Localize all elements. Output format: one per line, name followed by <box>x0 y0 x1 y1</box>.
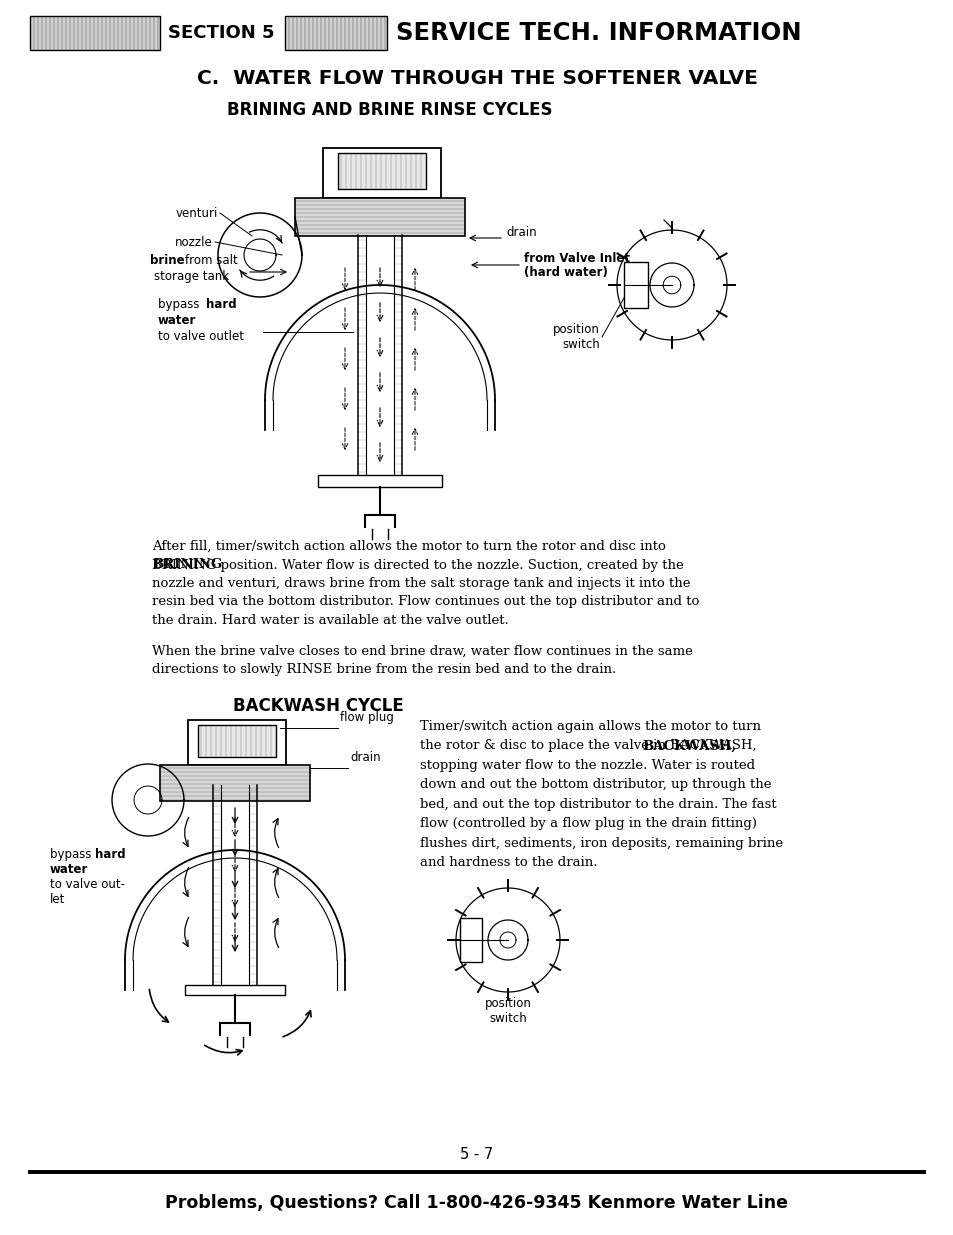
Bar <box>188 720 286 764</box>
Text: SERVICE TECH. INFORMATION: SERVICE TECH. INFORMATION <box>395 21 801 44</box>
Text: nozzle: nozzle <box>175 236 213 248</box>
Text: and hardness to the drain.: and hardness to the drain. <box>419 857 597 869</box>
Text: (hard water): (hard water) <box>523 266 607 279</box>
Text: storage tank: storage tank <box>153 269 229 283</box>
Bar <box>623 262 647 308</box>
Text: Problems, Questions? Call 1-800-426-9345 Kenmore Water Line: Problems, Questions? Call 1-800-426-9345… <box>165 1194 788 1212</box>
Text: flow (controlled by a flow plug in the drain fitting): flow (controlled by a flow plug in the d… <box>419 818 757 830</box>
Text: water: water <box>50 863 89 876</box>
Text: BACKWASH,: BACKWASH, <box>641 740 736 752</box>
Text: After fill, timer/switch action allows the motor to turn the rotor and disc into: After fill, timer/switch action allows t… <box>152 540 665 553</box>
Text: flushes dirt, sediments, iron deposits, remaining brine: flushes dirt, sediments, iron deposits, … <box>419 837 782 850</box>
Text: drain: drain <box>350 752 380 764</box>
Text: bed, and out the top distributor to the drain. The fast: bed, and out the top distributor to the … <box>419 798 776 811</box>
Text: hard: hard <box>206 298 236 310</box>
Text: switch: switch <box>561 337 599 351</box>
Text: flow plug: flow plug <box>339 711 394 725</box>
Text: stopping water flow to the nozzle. Water is routed: stopping water flow to the nozzle. Water… <box>419 760 755 772</box>
Text: resin bed via the bottom distributor. Flow continues out the top distributor and: resin bed via the bottom distributor. Fl… <box>152 595 699 609</box>
Text: nozzle and venturi, draws brine from the salt storage tank and injects it into t: nozzle and venturi, draws brine from the… <box>152 577 690 590</box>
Text: from Valve Inlet: from Valve Inlet <box>523 252 629 264</box>
Bar <box>160 764 310 802</box>
Text: venturi: venturi <box>175 206 218 220</box>
Bar <box>294 198 464 236</box>
Bar <box>317 475 441 487</box>
Bar <box>337 153 426 189</box>
Text: let: let <box>50 893 66 906</box>
Text: water: water <box>158 314 196 326</box>
Text: hard: hard <box>95 848 126 861</box>
Text: the rotor & disc to place the valve in BACKWASH,: the rotor & disc to place the valve in B… <box>419 740 756 752</box>
Text: 5 - 7: 5 - 7 <box>460 1147 493 1162</box>
Text: bypass: bypass <box>158 298 203 310</box>
Text: brine: brine <box>150 253 185 267</box>
Text: C.  WATER FLOW THROUGH THE SOFTENER VALVE: C. WATER FLOW THROUGH THE SOFTENER VALVE <box>196 68 757 88</box>
Bar <box>198 725 275 757</box>
Text: position: position <box>484 997 531 1010</box>
Text: BACKWASH CYCLE: BACKWASH CYCLE <box>233 697 403 715</box>
Text: position: position <box>553 324 599 336</box>
Bar <box>459 918 481 962</box>
Text: BRINING: BRINING <box>152 558 222 572</box>
Text: to valve out-: to valve out- <box>50 878 125 890</box>
Bar <box>285 16 387 49</box>
Text: When the brine valve closes to end brine draw, water flow continues in the same: When the brine valve closes to end brine… <box>152 645 692 657</box>
Text: from salt: from salt <box>185 253 237 267</box>
Text: to valve outlet: to valve outlet <box>158 330 244 342</box>
Text: down and out the bottom distributor, up through the: down and out the bottom distributor, up … <box>419 778 771 792</box>
Text: SECTION 5: SECTION 5 <box>168 23 274 42</box>
Text: drain: drain <box>505 226 536 238</box>
Text: BRINING AND BRINE RINSE CYCLES: BRINING AND BRINE RINSE CYCLES <box>227 101 552 119</box>
Text: BRINING position. Water flow is directed to the nozzle. Suction, created by the: BRINING position. Water flow is directed… <box>152 558 683 572</box>
Bar <box>30 16 160 49</box>
Text: directions to slowly RINSE brine from the resin bed and to the drain.: directions to slowly RINSE brine from th… <box>152 663 616 676</box>
Text: Timer/switch action again allows the motor to turn: Timer/switch action again allows the mot… <box>419 720 760 734</box>
Text: switch: switch <box>489 1011 526 1025</box>
Bar <box>185 986 285 995</box>
Text: the drain. Hard water is available at the valve outlet.: the drain. Hard water is available at th… <box>152 614 508 627</box>
Text: bypass: bypass <box>50 848 95 861</box>
Bar <box>323 148 440 198</box>
